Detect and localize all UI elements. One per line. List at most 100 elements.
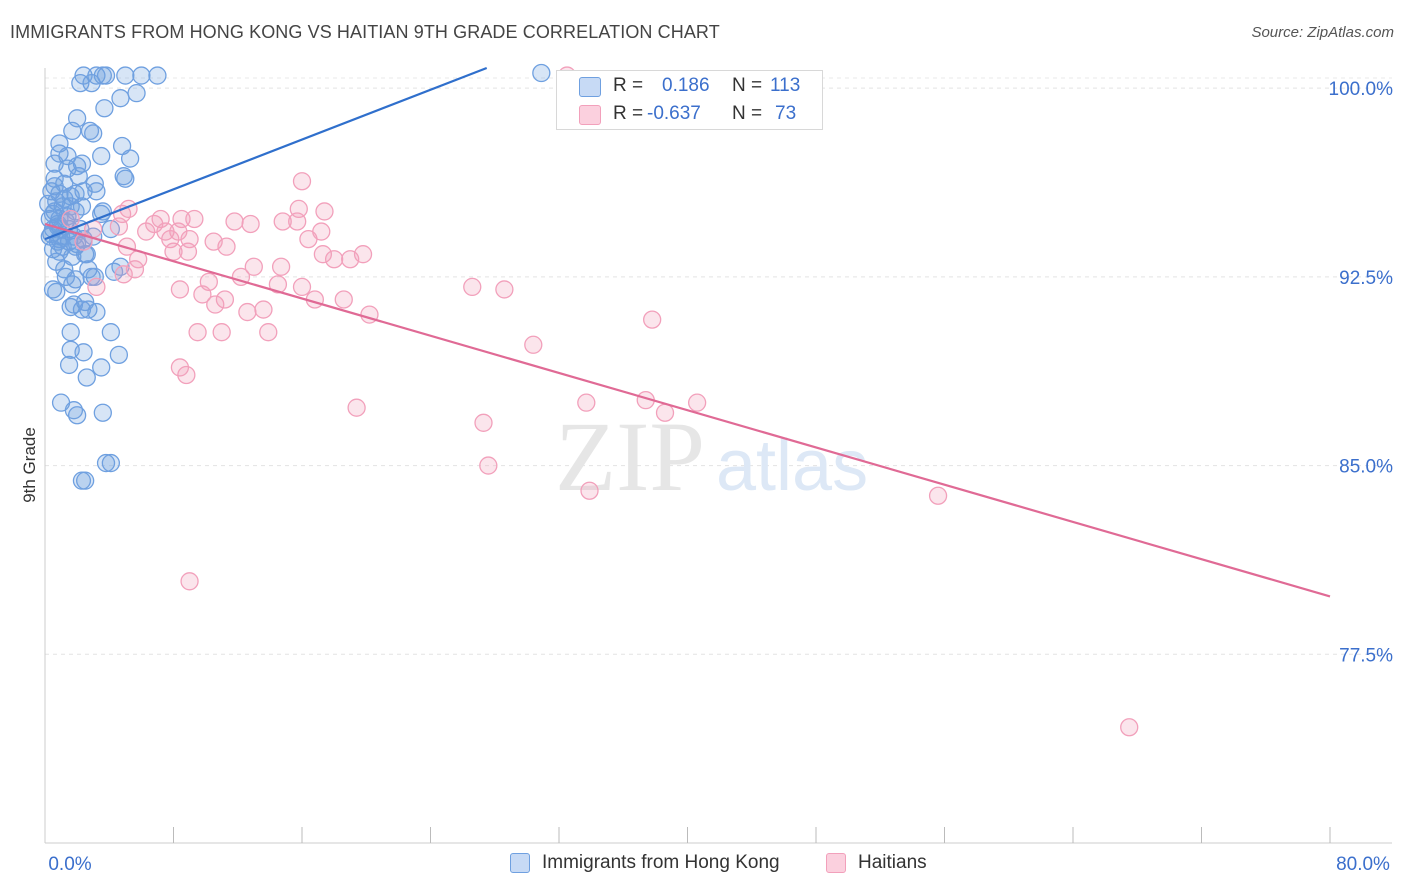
point-hongkong (132, 66, 151, 85)
point-haitians (268, 275, 288, 294)
point-hongkong (101, 453, 121, 473)
point-hongkong (95, 99, 114, 118)
point-hongkong (96, 66, 116, 85)
trend-line-haitians (44, 222, 1331, 598)
point-hongkong (111, 89, 130, 108)
point-haitians (1120, 718, 1139, 737)
point-haitians (109, 217, 129, 236)
point-haitians (193, 285, 212, 304)
point-haitians (206, 295, 225, 314)
point-haitians (145, 214, 164, 234)
point-hongkong (109, 345, 129, 365)
point-hongkong (47, 282, 66, 302)
source-label: Source: ZipAtlas.com (1251, 24, 1394, 41)
point-haitians (347, 398, 366, 417)
stats-swatch-blue (579, 77, 601, 97)
point-haitians (215, 290, 235, 309)
data-points (39, 63, 1139, 737)
point-hongkong (120, 149, 140, 168)
point-hongkong (93, 403, 112, 422)
point-haitians (577, 393, 596, 412)
point-haitians (299, 229, 318, 249)
point-hongkong (148, 66, 167, 85)
y-tick-label: 92.5% (1339, 268, 1393, 289)
trend-lines (44, 66, 1331, 598)
point-hongkong (74, 343, 93, 362)
point-haitians (225, 212, 244, 231)
point-hongkong (87, 182, 106, 201)
point-haitians (180, 572, 199, 591)
x-tick-label-max: 80.0% (1336, 854, 1390, 875)
point-hongkong (59, 355, 79, 375)
stats-n-value: 113 (770, 75, 801, 96)
point-haitians (114, 265, 133, 284)
point-hongkong (43, 204, 63, 224)
point-haitians (928, 486, 948, 505)
legend-label-haitians: Haitians (858, 852, 927, 873)
point-hongkong (80, 121, 100, 141)
point-haitians (170, 280, 190, 299)
point-haitians (315, 202, 334, 221)
point-hongkong (63, 275, 82, 294)
point-hongkong (45, 177, 64, 196)
point-hongkong (61, 323, 80, 342)
point-hongkong (114, 167, 133, 186)
stats-r-label: R = (613, 103, 644, 124)
point-haitians (212, 323, 231, 342)
point-hongkong (43, 280, 63, 299)
stats-n-label: N = (732, 75, 763, 96)
legend-item-hongkong[interactable]: Immigrants from Hong Kong (510, 852, 780, 874)
point-hongkong (101, 323, 121, 342)
stats-r-value: 0.186 (662, 75, 710, 96)
point-haitians (161, 229, 180, 249)
point-haitians (324, 250, 344, 269)
point-hongkong (47, 252, 66, 271)
point-hongkong (84, 124, 103, 143)
point-hongkong (67, 406, 87, 425)
point-hongkong (116, 66, 135, 85)
point-hongkong (82, 73, 101, 93)
point-haitians (288, 212, 307, 231)
point-haitians (524, 335, 543, 354)
trend-line-hongkong (44, 66, 488, 241)
stats-n-value: 73 (775, 103, 797, 124)
y-tick-label: 85.0% (1339, 457, 1393, 478)
point-haitians (254, 300, 273, 319)
point-hongkong (72, 300, 92, 319)
grid-lines (45, 77, 1392, 655)
point-haitians (188, 323, 207, 342)
point-haitians (238, 302, 257, 322)
point-haitians (292, 277, 312, 297)
stats-r-value: -0.637 (647, 103, 701, 124)
point-hongkong (76, 471, 95, 490)
point-haitians (643, 310, 662, 329)
point-hongkong (532, 63, 551, 83)
legend-swatch-pink (826, 853, 846, 873)
point-haitians (341, 250, 360, 269)
point-hongkong (64, 401, 84, 420)
point-haitians (580, 481, 599, 500)
point-hongkong (87, 302, 106, 322)
point-hongkong (69, 167, 88, 186)
point-haitians (271, 257, 291, 276)
point-haitians (170, 358, 190, 377)
watermark-zip: ZIP (555, 401, 705, 512)
stats-n-label: N = (732, 103, 763, 124)
point-hongkong (58, 207, 77, 226)
point-haitians (259, 323, 278, 342)
point-haitians (655, 403, 675, 422)
point-haitians (292, 172, 312, 191)
point-haitians (463, 277, 482, 297)
point-hongkong (77, 368, 96, 387)
legend-item-haitians[interactable]: Haitians (826, 852, 927, 874)
point-haitians (244, 257, 263, 276)
y-tick-labels: 100.0% 92.5% 85.0% 77.5% (1329, 79, 1394, 666)
point-haitians (479, 456, 498, 475)
legend-label-hongkong: Immigrants from Hong Kong (542, 852, 780, 873)
point-haitians (61, 209, 80, 229)
watermark-atlas: atlas (716, 426, 868, 506)
point-hongkong (55, 189, 74, 208)
point-haitians (217, 237, 236, 256)
point-haitians (87, 277, 106, 297)
